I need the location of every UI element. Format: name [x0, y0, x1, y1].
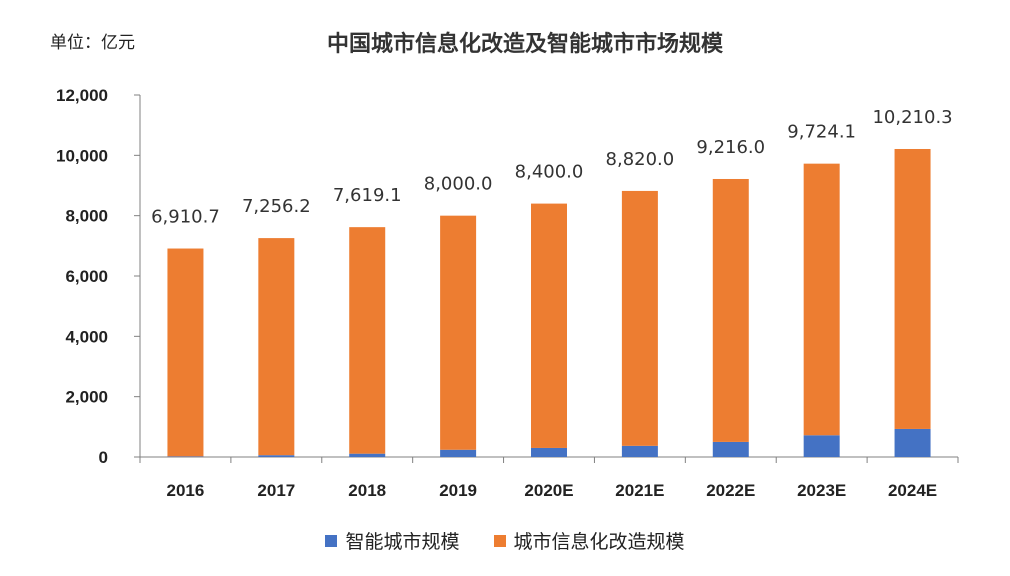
data-label-total: 7,256.2: [242, 196, 311, 217]
data-label-total: 7,619.1: [333, 185, 402, 206]
data-label-total: 8,000.0: [424, 174, 493, 195]
bar-smart-city: [349, 453, 386, 457]
x-tick-label: 2017: [257, 481, 295, 500]
bar-smart-city: [258, 455, 295, 457]
x-axis: 2016 2017 2018 2019 2020E 2021E 2022E 2023E 2024…: [139, 456, 959, 500]
y-tick-label: 10,000: [56, 146, 108, 165]
unit-label: 单位：亿元: [50, 33, 135, 53]
legend-item-smart-city: 智能城市规模: [325, 527, 460, 554]
legend-swatch-smart-city: [325, 534, 338, 547]
bar-info-reform: [440, 215, 477, 450]
legend: 智能城市规模 城市信息化改造规模: [0, 527, 1010, 554]
y-tick-label: 4,000: [65, 327, 108, 346]
bar-info-reform: [349, 227, 386, 454]
bar-smart-city: [803, 435, 840, 457]
x-tick-label: 2020E: [524, 481, 573, 500]
x-tick-label: 2023E: [797, 481, 846, 500]
data-label-total: 8,400.0: [515, 162, 584, 183]
chart-title: 中国城市信息化改造及智能城市市场规模: [326, 31, 723, 57]
bar-smart-city: [894, 428, 931, 457]
bar-info-reform: [167, 248, 204, 457]
bar-info-reform: [531, 203, 567, 448]
y-tick-label: 2,000: [65, 388, 108, 407]
x-tick-label: 2019: [439, 481, 477, 500]
data-label-total: 6,910.7: [151, 207, 220, 228]
data-label-total: 8,820.0: [606, 149, 675, 170]
bar-info-reform: [621, 190, 658, 446]
data-labels: 6,910.7 7,256.2 7,619.1 8,000.0 8,400.0 8,820…: [151, 107, 953, 228]
x-tick-label: 2024E: [888, 481, 937, 500]
x-tick-label: 2021E: [615, 481, 664, 500]
y-tick-label: 12,000: [56, 86, 108, 105]
y-tick-label: 8,000: [65, 207, 108, 226]
bar-smart-city: [531, 447, 567, 457]
bar-smart-city: [440, 449, 477, 457]
bar-info-reform: [803, 163, 840, 436]
bar-smart-city: [621, 445, 658, 457]
x-tick-label: 2022E: [706, 481, 755, 500]
y-axis: 0 2,000 4,000 6,000 8,000 10,000 12,000: [56, 86, 141, 467]
bar-smart-city: [167, 456, 204, 457]
bars: [167, 148, 931, 457]
y-tick-label: 6,000: [65, 267, 108, 286]
legend-swatch-info-reform: [493, 534, 506, 547]
bar-info-reform: [712, 178, 749, 442]
x-tick-label: 2018: [348, 481, 386, 500]
legend-item-info-reform: 城市信息化改造规模: [493, 527, 685, 554]
legend-label-info-reform: 城市信息化改造规模: [513, 531, 685, 553]
bar-info-reform: [258, 238, 295, 456]
data-label-total: 9,724.1: [787, 122, 856, 143]
bar-smart-city: [712, 441, 749, 457]
data-label-total: 10,210.3: [872, 107, 952, 128]
bar-info-reform: [894, 148, 931, 429]
data-label-total: 9,216.0: [696, 137, 765, 158]
y-tick-label: 0: [99, 448, 108, 467]
x-tick-label: 2016: [167, 481, 205, 500]
legend-label-smart-city: 智能城市规模: [345, 531, 460, 553]
